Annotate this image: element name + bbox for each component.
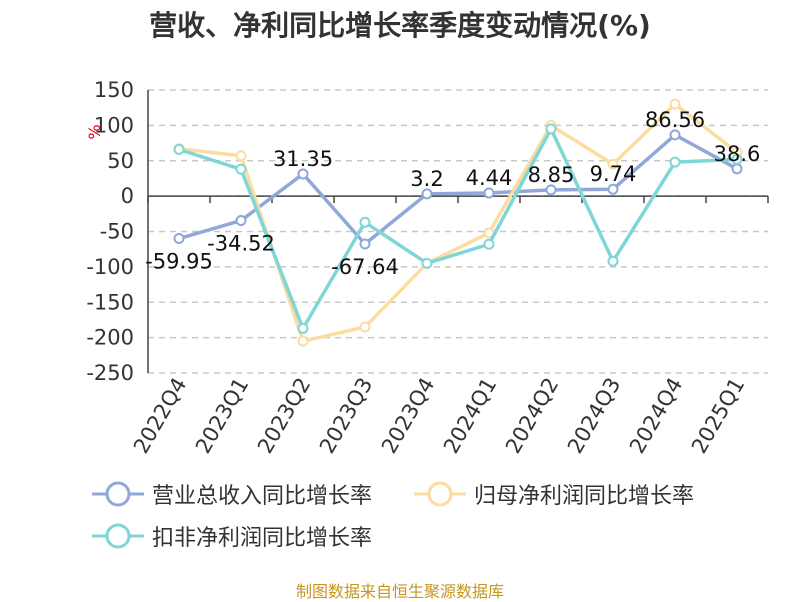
- y-tick-label: 0: [121, 184, 134, 208]
- legend-item-revenue[interactable]: 营业总收入同比增长率: [92, 478, 372, 510]
- x-tick-label: 2023Q3: [315, 374, 377, 458]
- data-point[interactable]: [607, 255, 619, 267]
- data-label: 8.85: [528, 163, 575, 187]
- data-point[interactable]: [669, 156, 681, 168]
- data-point[interactable]: [235, 215, 247, 227]
- legend-item-net-profit[interactable]: 归母净利润同比增长率: [414, 478, 694, 510]
- data-point[interactable]: [235, 163, 247, 175]
- data-point[interactable]: [669, 98, 681, 110]
- data-point[interactable]: [297, 168, 309, 180]
- series-0: [173, 129, 743, 250]
- series-line: [178, 133, 738, 246]
- legend-label: 扣非净利润同比增长率: [152, 526, 373, 551]
- x-tick-label: 2023Q4: [377, 374, 439, 458]
- x-tick-label: 2022Q4: [129, 374, 191, 458]
- y-tick-label: -250: [86, 361, 134, 385]
- data-point[interactable]: [173, 143, 185, 155]
- y-tick-label: 100: [94, 113, 134, 137]
- y-tick-label: 50: [107, 149, 134, 173]
- data-point[interactable]: [483, 238, 495, 250]
- data-point[interactable]: [607, 158, 619, 170]
- data-point[interactable]: [421, 257, 433, 269]
- data-point[interactable]: [421, 188, 433, 200]
- data-point[interactable]: [359, 321, 371, 333]
- x-tick-label: 2024Q2: [501, 374, 563, 458]
- data-point[interactable]: [669, 129, 681, 141]
- x-tick-label: 2023Q1: [191, 374, 253, 458]
- x-tick-label: 2024Q4: [625, 374, 687, 458]
- data-point[interactable]: [297, 335, 309, 347]
- data-point[interactable]: [235, 150, 247, 162]
- data-labels: -59.95-34.52 31.35 -67.64 3.2 4.44 8.85 9.74 86…: [145, 108, 760, 279]
- data-point[interactable]: [297, 322, 309, 334]
- legend-marker-icon: [92, 523, 144, 549]
- x-tick-label: 2025Q1: [687, 374, 749, 458]
- data-label: 4.44: [466, 166, 513, 190]
- data-label: 31.35: [273, 147, 333, 171]
- x-tick-label: 2023Q2: [253, 374, 315, 458]
- y-tick-label: -150: [86, 290, 134, 314]
- data-label: -67.64: [331, 255, 399, 279]
- data-point[interactable]: [731, 153, 743, 165]
- data-point[interactable]: [483, 187, 495, 199]
- y-tick-label: -100: [86, 255, 134, 279]
- legend-label: 归母净利润同比增长率: [474, 484, 695, 509]
- legend-marker-icon: [92, 481, 144, 507]
- x-tick-label: 2024Q1: [439, 374, 501, 458]
- legend-marker-icon: [414, 481, 466, 507]
- data-label: 86.56: [645, 108, 705, 132]
- data-label: 38.6: [714, 142, 761, 166]
- data-point[interactable]: [545, 123, 557, 135]
- data-label: -59.95: [145, 250, 213, 274]
- data-label: 3.2: [410, 167, 443, 191]
- data-point[interactable]: [173, 233, 185, 245]
- data-point[interactable]: [359, 216, 371, 228]
- data-point[interactable]: [545, 184, 557, 196]
- series-2: [173, 123, 743, 334]
- y-tick-label: -50: [100, 220, 134, 244]
- legend-item-deducted-net-profit[interactable]: 扣非净利润同比增长率: [92, 520, 372, 552]
- y-axis-label: %: [85, 124, 104, 139]
- y-tick-label: -200: [86, 326, 134, 350]
- data-label: -34.52: [207, 232, 275, 256]
- chart-title: 营收、净利同比增长率季度变动情况(%): [149, 9, 651, 42]
- y-tick-label: 150: [94, 78, 134, 102]
- data-label: 9.74: [590, 162, 637, 186]
- series-lines: [173, 98, 743, 347]
- data-point[interactable]: [359, 238, 371, 250]
- legend-label: 营业总收入同比增长率: [152, 484, 373, 509]
- source-note: 制图数据来自恒生聚源数据库: [295, 582, 504, 601]
- x-tick-label: 2024Q3: [563, 374, 625, 458]
- series-line: [178, 127, 738, 331]
- series-1: [173, 98, 743, 347]
- data-point[interactable]: [607, 183, 619, 195]
